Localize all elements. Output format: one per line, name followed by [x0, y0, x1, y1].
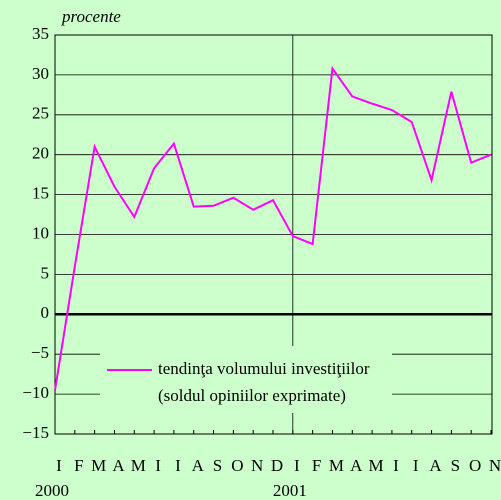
x-tick-label: N — [489, 456, 501, 475]
data-line — [54, 65, 492, 391]
y-tick-label: 25 — [32, 104, 49, 123]
x-tick-label: M — [91, 456, 106, 475]
x-tick-label: O — [231, 456, 243, 475]
x-tick-label: S — [213, 456, 222, 475]
y-tick-label: 35 — [32, 24, 49, 43]
year-label: 2000 — [35, 481, 69, 500]
x-tick-label: S — [451, 456, 460, 475]
x-tick-label: A — [350, 456, 363, 475]
y-tick-label: 15 — [32, 184, 49, 203]
x-tick-label: F — [312, 456, 321, 475]
y-tick-label: −15 — [22, 423, 49, 442]
x-tick-label: I — [393, 456, 399, 475]
legend-note: (soldul opiniilor exprimate) — [158, 386, 346, 405]
x-tick-label: A — [192, 456, 205, 475]
x-tick-label: I — [155, 456, 161, 475]
x-tick-label: I — [294, 456, 300, 475]
x-tick-label: I — [413, 456, 419, 475]
x-tick-label: A — [429, 456, 442, 475]
y-tick-label: 0 — [41, 303, 50, 322]
year-label: 2001 — [273, 481, 307, 500]
y-tick-label: −5 — [31, 343, 49, 362]
legend-box — [100, 346, 392, 413]
y-axis-label: procente — [61, 7, 121, 26]
y-tick-label: 20 — [32, 144, 49, 163]
x-tick-label: I — [56, 456, 62, 475]
legend-label: tendinţa volumului investiţiilor — [158, 359, 370, 378]
x-tick-label: M — [329, 456, 344, 475]
x-tick-label: N — [251, 456, 263, 475]
y-tick-label: 10 — [32, 223, 49, 242]
x-tick-label: F — [74, 456, 83, 475]
x-tick-label: M — [131, 456, 146, 475]
y-tick-label: 5 — [41, 263, 50, 282]
y-tick-label: −10 — [22, 383, 49, 402]
x-tick-label: M — [369, 456, 384, 475]
x-tick-label: I — [175, 456, 181, 475]
x-tick-label: D — [271, 456, 283, 475]
x-tick-label: O — [469, 456, 481, 475]
x-tick-label: A — [112, 456, 125, 475]
y-tick-label: 30 — [32, 64, 49, 83]
